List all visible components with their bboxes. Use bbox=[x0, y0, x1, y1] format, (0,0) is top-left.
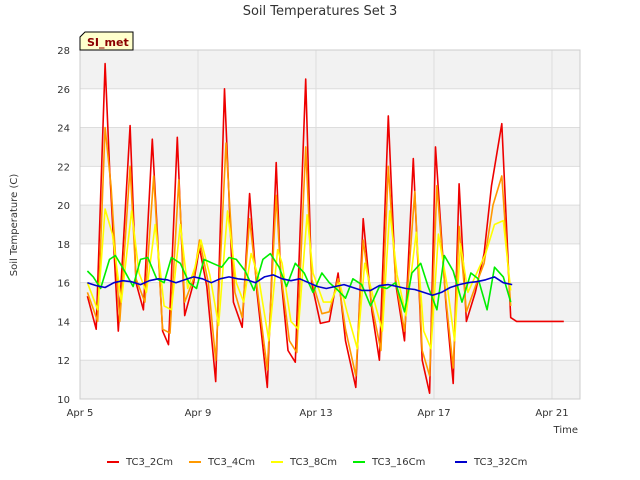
x-tick-label: Apr 13 bbox=[299, 408, 332, 419]
legend-label: TC3_8Cm bbox=[289, 457, 337, 468]
y-tick-label: 12 bbox=[57, 356, 70, 367]
legend-item: TC3_4Cm bbox=[189, 457, 255, 468]
y-tick-label: 28 bbox=[57, 46, 70, 57]
legend-item: TC3_8Cm bbox=[271, 457, 337, 468]
background-band bbox=[80, 360, 580, 399]
y-tick-label: 14 bbox=[57, 317, 70, 328]
x-tick-label: Apr 9 bbox=[185, 408, 212, 419]
y-tick-label: 24 bbox=[57, 124, 70, 135]
series-line-tc3-16cm bbox=[86, 252, 512, 313]
series-line-tc3-32cm bbox=[87, 274, 513, 297]
legend-label: TC3_32Cm bbox=[473, 457, 527, 468]
site-label: SI_met bbox=[87, 36, 129, 49]
background-band bbox=[80, 166, 580, 206]
plot-area bbox=[79, 49, 581, 400]
y-tick-label: 16 bbox=[57, 279, 70, 290]
series-line-tc3-4cm bbox=[86, 126, 512, 377]
site-label-box: SI_met bbox=[79, 31, 134, 51]
chart-title: Soil Temperatures Set 3 bbox=[243, 4, 398, 19]
legend: TC3_2Cm TC3_4Cm TC3_8Cm TC3_16Cm TC3_32Cm bbox=[107, 457, 527, 468]
legend-label: TC3_16Cm bbox=[371, 457, 425, 468]
background-band bbox=[80, 321, 580, 361]
x-axis-ticks: Apr 5 Apr 9 Apr 13 Apr 17 Apr 21 bbox=[67, 408, 569, 419]
series-line-tc3-2cm bbox=[86, 62, 564, 395]
x-tick-label: Apr 5 bbox=[67, 408, 94, 419]
legend-item: TC3_2Cm bbox=[107, 457, 173, 468]
y-axis-title: Soil Temperature (C) bbox=[9, 174, 20, 277]
y-tick-label: 18 bbox=[57, 240, 70, 251]
y-tick-label: 26 bbox=[57, 85, 70, 96]
legend-label: TC3_2Cm bbox=[125, 457, 173, 468]
background-band bbox=[80, 50, 580, 89]
background-band bbox=[80, 88, 580, 128]
y-axis-ticks: 10 12 14 16 18 20 22 24 26 28 bbox=[57, 46, 70, 406]
x-tick-label: Apr 21 bbox=[535, 408, 568, 419]
background-band bbox=[80, 243, 580, 283]
x-axis-title: Time bbox=[553, 425, 578, 436]
y-tick-label: 20 bbox=[57, 201, 70, 212]
background-band bbox=[80, 205, 580, 244]
y-tick-label: 22 bbox=[57, 162, 70, 173]
legend-item: TC3_16Cm bbox=[353, 457, 425, 468]
plot-background-bands bbox=[80, 50, 580, 399]
y-tick-label: 10 bbox=[57, 395, 70, 406]
series-lines bbox=[86, 62, 564, 395]
x-tick-label: Apr 17 bbox=[417, 408, 450, 419]
legend-label: TC3_4Cm bbox=[207, 457, 255, 468]
background-band bbox=[80, 127, 580, 167]
legend-item: TC3_32Cm bbox=[455, 457, 527, 468]
